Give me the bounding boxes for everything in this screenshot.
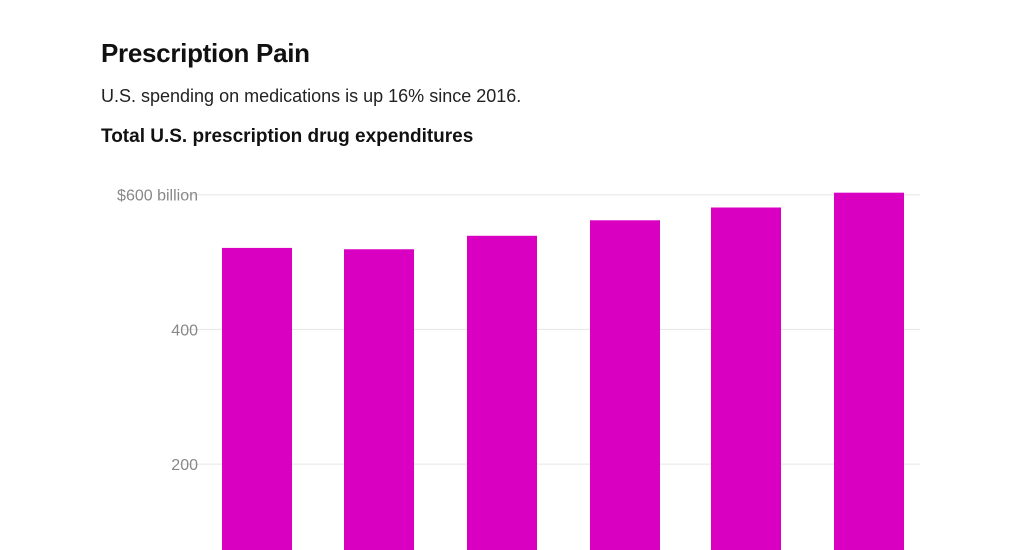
y-tick-label: 200 <box>171 457 198 474</box>
y-tick-label: 400 <box>171 322 198 339</box>
bar <box>834 192 904 550</box>
y-tick-label: $600 billion <box>117 188 198 205</box>
bar <box>344 249 414 550</box>
chart-title: Prescription Pain <box>101 38 310 68</box>
bar <box>467 235 537 550</box>
bar <box>711 207 781 550</box>
chart-heading: Total U.S. prescription drug expenditure… <box>101 126 474 147</box>
bar <box>590 220 660 550</box>
bar <box>222 247 292 550</box>
chart-subtitle: U.S. spending on medications is up 16% s… <box>101 86 522 106</box>
